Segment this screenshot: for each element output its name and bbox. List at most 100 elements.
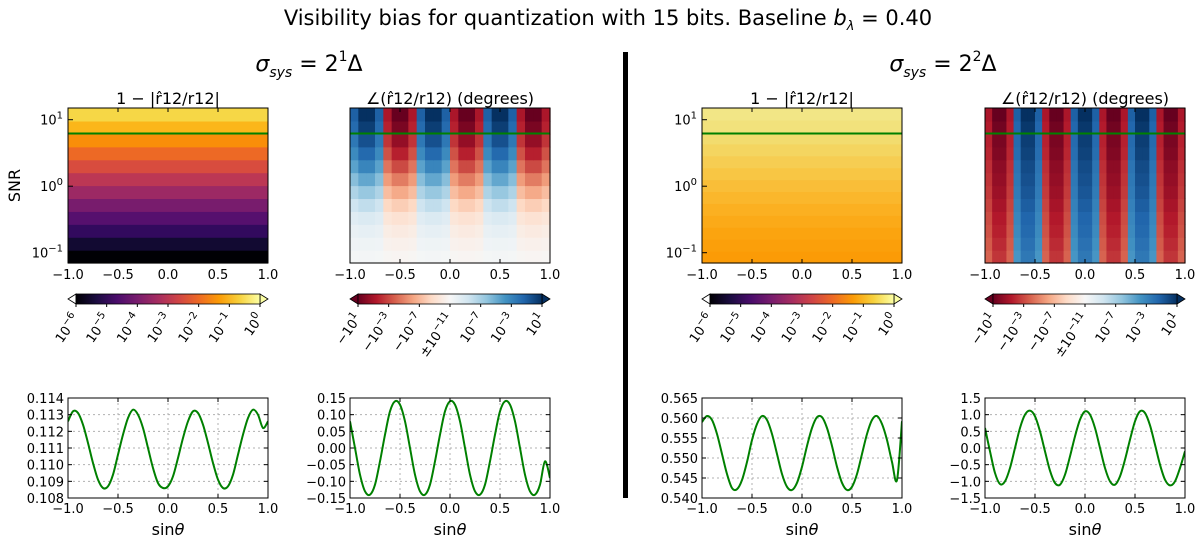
heatmap-cell <box>1156 224 1165 238</box>
heatmap-cell <box>408 185 418 200</box>
heatmap-cell <box>1099 146 1108 161</box>
heatmap-cell <box>466 211 476 225</box>
heatmap-cell <box>1099 250 1108 264</box>
heatmap-cell <box>350 159 359 174</box>
curve-phase-sigma2: −1.0 −0.5 0.0 0.5 1.0−1.5−1.0−0.50.00.51.01.… <box>949 392 1195 539</box>
heatmap-cell <box>366 237 376 251</box>
heatmap-cell <box>1042 159 1050 174</box>
heatmap-cell <box>1056 172 1065 187</box>
heatmap-cell <box>999 185 1008 200</box>
colorbar-tick-label: −10−3 <box>992 310 1031 355</box>
heatmap-cell <box>533 237 543 251</box>
heatmap-cell <box>1027 172 1036 187</box>
series-line <box>702 414 902 492</box>
heatmap-cell <box>483 198 493 212</box>
heatmap-cell <box>350 120 359 135</box>
heatmap-cell <box>466 224 476 238</box>
y-tick-label: 0.111 <box>27 442 64 457</box>
heatmap-cell <box>375 146 384 161</box>
heatmap-cell <box>450 172 459 187</box>
heatmap-cell <box>1120 159 1129 174</box>
heatmap-cell <box>425 133 434 148</box>
heatmap-cell <box>375 133 384 148</box>
heatmap-cell <box>500 224 509 238</box>
heatmap-cell <box>483 224 493 238</box>
heatmap-cell <box>441 237 451 251</box>
heatmap-cell <box>1142 159 1150 174</box>
heatmap-cell <box>500 250 509 264</box>
y-tick-label: 0.112 <box>27 425 64 440</box>
heatmap-cell <box>702 119 902 133</box>
heatmap-cell <box>1127 172 1136 187</box>
heatmap-cell <box>1020 250 1029 264</box>
heatmap-cell <box>1177 172 1186 187</box>
heatmap-cell <box>68 120 268 135</box>
heatmap-cell <box>68 237 268 251</box>
heatmap-cell <box>1056 159 1065 174</box>
heatmap-cell <box>1027 224 1036 238</box>
heatmap-cell <box>1092 172 1100 187</box>
heatmap-cell <box>1063 146 1072 161</box>
heatmap-cell <box>1163 133 1172 148</box>
heatmap-cell <box>391 185 401 200</box>
heatmap-cell <box>533 108 543 122</box>
heatmap-cell <box>400 198 409 212</box>
heatmap-cell <box>475 224 484 238</box>
heatmap-cell <box>1156 250 1165 264</box>
heatmap-cell <box>68 133 268 148</box>
heatmap-cell <box>1170 133 1179 148</box>
heatmap-cell <box>1049 250 1058 264</box>
heatmap-cell <box>350 133 359 148</box>
heatmap-cell <box>466 237 476 251</box>
heatmap-cell <box>416 133 426 148</box>
heatmap-cell <box>1177 211 1186 225</box>
heatmap-cell <box>408 133 418 148</box>
heatmap-cell <box>533 159 543 174</box>
heatmap-cell <box>1035 159 1043 174</box>
heatmap-cell <box>1149 198 1158 212</box>
heatmap-cell <box>433 211 443 225</box>
heatmap-cell <box>366 172 376 187</box>
heatmap-cell <box>1099 198 1108 212</box>
y-tick-label: 0.114 <box>27 392 64 407</box>
heatmap-cell <box>1035 146 1043 161</box>
heatmap-cell <box>366 159 376 174</box>
heatmap-cell <box>1056 211 1065 225</box>
heatmap-cell <box>466 159 476 174</box>
heatmap-cell <box>1120 250 1129 264</box>
heatmap-cell <box>985 146 993 161</box>
heatmap-cell <box>1163 146 1172 161</box>
heatmap-cell <box>1020 211 1029 225</box>
heatmap-cell <box>383 185 393 200</box>
heatmap-cell <box>1077 185 1086 200</box>
heatmap-cell <box>1149 211 1158 225</box>
heatmap-cell <box>1070 120 1079 135</box>
heatmap-cell <box>383 211 393 225</box>
heatmap-cell <box>1135 120 1143 135</box>
heatmap-cell <box>1177 250 1186 264</box>
heatmap-cell <box>375 108 384 122</box>
heatmap-cell <box>1142 185 1150 200</box>
heatmap-cell <box>1013 237 1022 251</box>
heatmap-cell <box>541 120 551 135</box>
heatmap-cell <box>1085 120 1093 135</box>
heatmap-cell <box>1085 185 1093 200</box>
heatmap-cell <box>1135 159 1143 174</box>
heatmap-cell <box>525 172 534 187</box>
heatmap-cell <box>1142 224 1150 238</box>
heatmap-cell <box>1035 224 1043 238</box>
heatmap-cell <box>358 172 368 187</box>
heatmap-cell <box>1020 108 1029 122</box>
heatmap-cell <box>1099 224 1108 238</box>
heatmap-cell <box>383 198 393 212</box>
heatmap-cell <box>1149 159 1158 174</box>
heatmap-cell <box>1085 211 1093 225</box>
heatmap-cell <box>992 133 1000 148</box>
heatmap-cell <box>702 203 902 216</box>
heatmap-cell <box>441 211 451 225</box>
heatmap-cell <box>375 211 384 225</box>
y-tick-label: 10−1 <box>666 244 697 262</box>
y-tick-label: 0.565 <box>661 392 698 407</box>
heatmap-cell <box>491 224 501 238</box>
heatmap-cell <box>516 250 526 264</box>
